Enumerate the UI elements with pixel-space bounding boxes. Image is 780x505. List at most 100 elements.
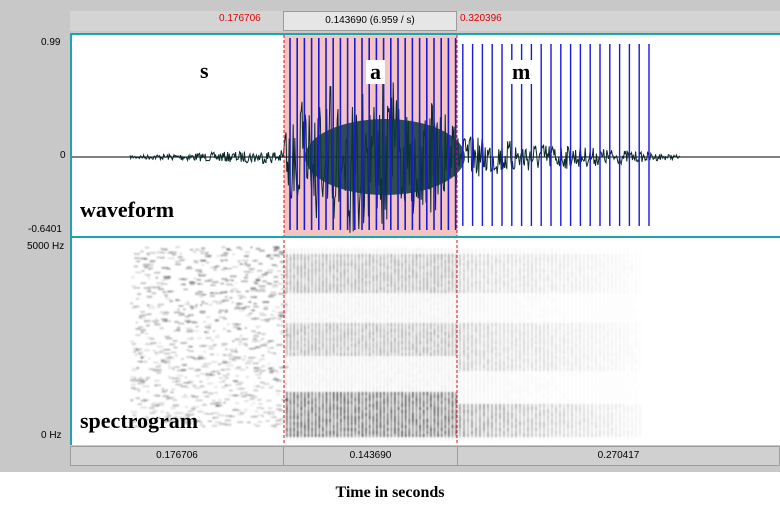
spectrogram-cell [515,269,517,272]
spectrogram-cell [329,347,331,350]
spectrogram-cell [361,437,364,440]
spectrogram-cell [166,396,171,399]
spectrogram-cell [483,293,485,296]
spectrogram-cell [185,417,190,420]
spectrogram-cell [332,419,335,422]
spectrogram-cell [343,338,346,341]
spectrogram-cell [507,284,509,287]
spectrogram-cell [386,356,389,359]
spectrogram-cell [495,434,497,437]
spectrogram-cell [422,254,425,257]
spectrogram-cell [343,251,346,254]
spectrogram-cell [318,428,321,431]
spectrogram-cell [415,359,418,362]
spectrogram-cell [383,413,385,416]
spectrogram-cell [221,268,225,271]
spectrogram-cell [376,374,378,377]
selection-duration-button[interactable]: 0.143690 (6.959 / s) [283,11,457,31]
spectrogram-cell [329,359,331,362]
spectrogram-cell [368,329,371,332]
spectrogram-cell [495,386,497,389]
spectrogram-cell [455,314,457,317]
spectrogram-cell [340,248,342,251]
spectrogram-cell [433,374,436,377]
spectrogram-cell [311,362,313,365]
spectrogram-cell [361,254,364,257]
spectrogram-cell [455,413,457,416]
spectrogram-cell [397,299,400,302]
spectrogram-cell [511,392,513,395]
spectrogram-cell [444,422,447,425]
spectrogram-cell [386,404,389,407]
spectrogram-cell [459,332,461,335]
spectrogram-cell [483,320,485,323]
spectrogram-cell [467,392,469,395]
spectrogram-cell [247,359,253,362]
spectrogram-cell [365,353,367,356]
spectrogram-cell [228,249,232,251]
spectrogram-cell [515,257,517,260]
spectrogram-cell [471,281,473,284]
spectrogram-cell [487,317,489,320]
spectrogram-cell [296,248,299,251]
spectrogram-cell [383,389,385,392]
spectrogram-cell [415,326,418,329]
spectrogram-cell [455,347,457,350]
spectrogram-cell [401,416,403,419]
spectrogram-cell [390,248,393,251]
spectrogram-cell [440,338,443,341]
spectrogram-cell [483,395,485,398]
spectrogram-cell [368,299,371,302]
spectrogram-cell [448,350,450,353]
spectrogram-cell [322,413,324,416]
spectrogram-cell [347,416,349,419]
spectrogram-cell [347,398,349,401]
spectrogram-cell [515,317,517,320]
spectrogram-cell [519,272,521,275]
spectrogram-cell [250,394,255,397]
spectrogram-cell [455,266,457,269]
spectrogram-cell [487,293,489,296]
spectrogram-cell [224,296,228,299]
spectrogram-cell [519,278,521,281]
spectrogram-cell [422,248,425,251]
spectrogram-cell [135,327,141,330]
spectrogram-cell [463,398,465,401]
spectrogram-cell [215,319,220,322]
spectrogram-cell [467,434,469,437]
spectrogram-cell [358,407,360,410]
spectrogram-cell [170,407,176,410]
spectrogram-cell [408,329,411,332]
spectrogram-cell [293,278,295,281]
spectrogram-cell [515,275,517,278]
spectrogram-cell [471,296,473,299]
spectrogram-cell [440,437,443,440]
spectrogram-cell [343,413,346,416]
spectrogram-cell [251,395,258,398]
spectrogram-cell [444,326,447,329]
spectrogram-cell [322,377,324,380]
spectrogram-cell [304,308,306,311]
spectrogram-cell [503,257,505,260]
spectrogram-cell [354,368,357,371]
spectrogram-cell [300,302,303,305]
spectrogram-cell [386,272,389,275]
spectrogram-cell [433,401,436,404]
spectrogram-cell [314,257,317,260]
spectrogram-cell [365,365,367,368]
spectrogram-cell [304,341,306,344]
spectrogram-cell [376,362,378,365]
spectrogram-cell [419,296,421,299]
spectrogram-cell [383,266,385,269]
spectrogram-cell [467,395,469,398]
spectrogram-cell [296,422,299,425]
spectrogram-cell [455,278,457,281]
spectrogram-cell [440,275,443,278]
spectrogram-cell [376,341,378,344]
spectrogram-cell [376,287,378,290]
spectrogram-cell [376,317,378,320]
spectrogram-cell [246,265,251,268]
spectrogram-cell [269,282,273,285]
spectrogram-cell [471,356,473,359]
spectrogram-cell [361,266,364,269]
